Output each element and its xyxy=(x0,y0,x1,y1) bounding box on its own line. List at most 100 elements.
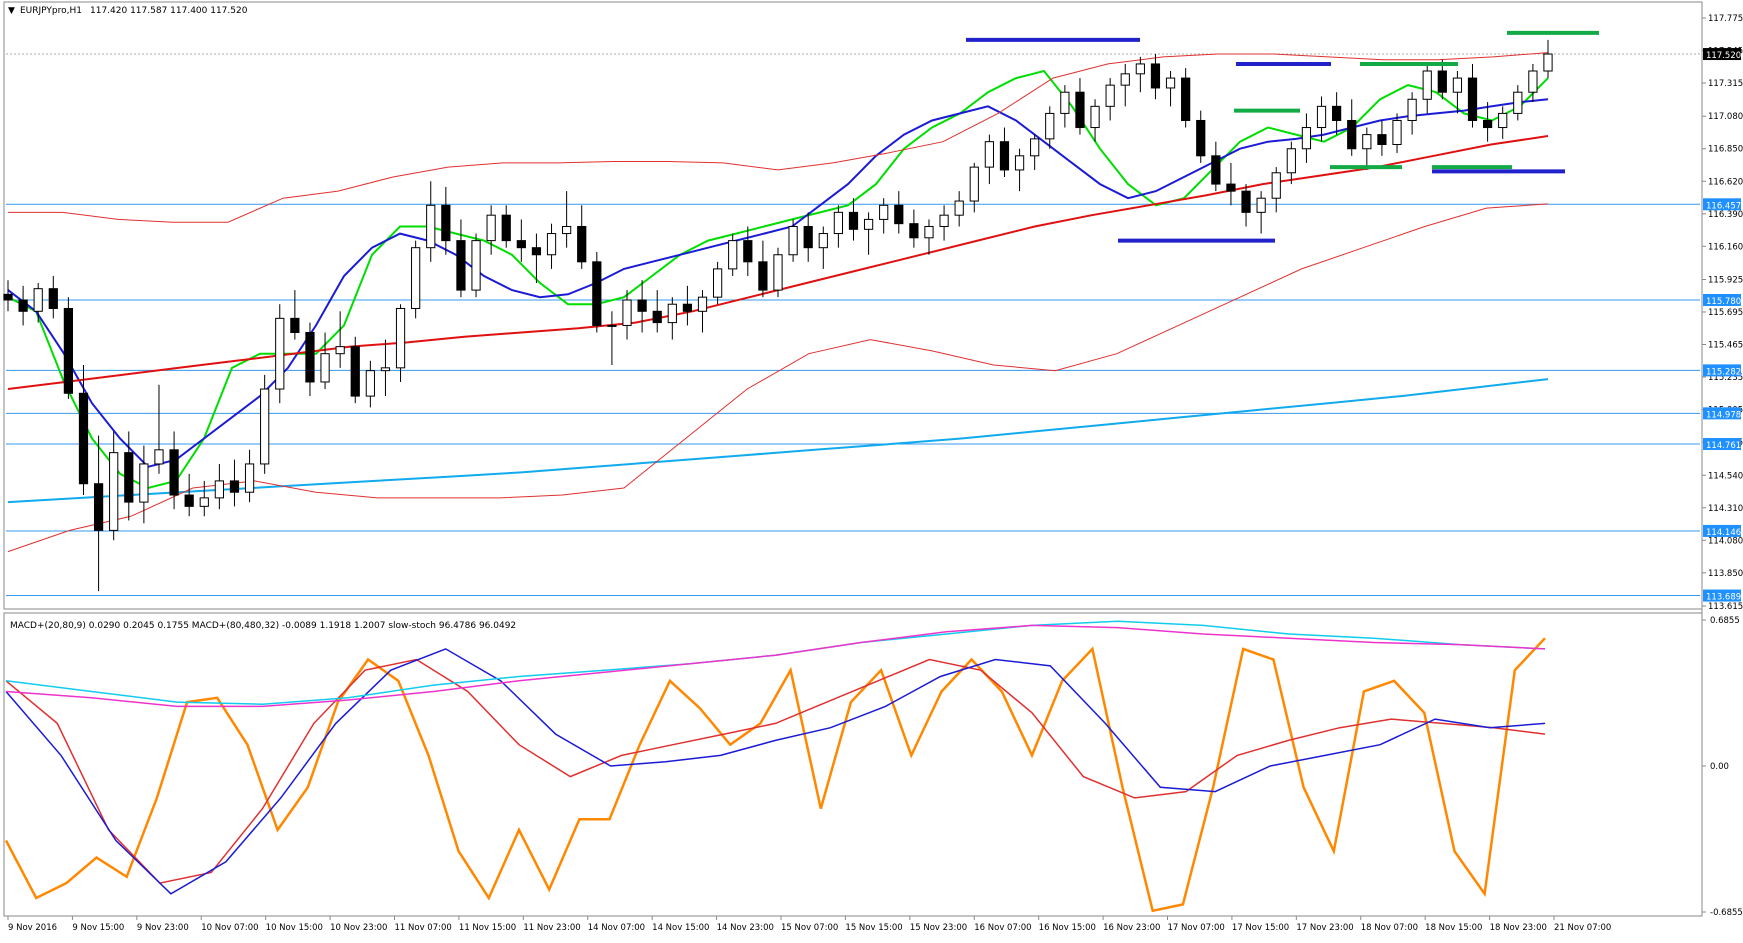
candle-body xyxy=(863,218,874,230)
candle-body xyxy=(1045,112,1055,140)
candle-body xyxy=(848,211,859,230)
level-tag-background xyxy=(1703,589,1741,602)
time-tick-label: 15 Nov 07:00 xyxy=(781,923,838,933)
time-tick-label: 9 Nov 23:00 xyxy=(137,923,189,933)
candle-body xyxy=(1120,73,1130,86)
candle-body xyxy=(33,288,43,312)
indicator-tick-label: -0.6855 xyxy=(1710,908,1743,918)
level-tag-background xyxy=(1703,438,1741,451)
candle-body xyxy=(652,310,662,324)
candle-body xyxy=(546,233,557,256)
candle-body xyxy=(607,324,617,327)
candle-body xyxy=(728,240,738,270)
candle-body xyxy=(1498,112,1508,129)
candle-body xyxy=(1150,63,1161,89)
level-tag-background xyxy=(1703,407,1741,420)
candle-body xyxy=(1543,53,1553,72)
candle-body xyxy=(229,480,240,493)
candle-body xyxy=(109,452,119,531)
symbol-menu-icon[interactable]: ▼ xyxy=(8,6,15,16)
candle-body xyxy=(1165,77,1176,89)
time-tick-label: 9 Nov 2016 xyxy=(8,923,57,933)
level-tag-background xyxy=(1703,198,1741,211)
ema-longterm-cyan-line xyxy=(7,378,1549,504)
price-tick-label: 117.315 xyxy=(1708,79,1743,89)
candle-body xyxy=(3,293,13,301)
level-tag-label: 114.761 xyxy=(1706,441,1741,451)
price-tick-label: 117.080 xyxy=(1708,112,1743,122)
candle-body xyxy=(184,494,194,507)
candle-body xyxy=(260,388,270,465)
candle-body xyxy=(1286,148,1296,174)
indicator-panel-frame xyxy=(3,612,1703,917)
level-tag-label: 114.146 xyxy=(1706,528,1741,538)
candle-body xyxy=(562,225,572,235)
candle-body xyxy=(577,225,587,263)
candle-body xyxy=(48,288,58,309)
candle-body xyxy=(531,247,542,256)
candle-body xyxy=(939,214,949,227)
indicator-title: MACD+(20,80,9) 0.0290 0.2045 0.1755 MACD… xyxy=(10,621,516,631)
candle-body xyxy=(305,331,315,383)
time-tick-label: 9 Nov 15:00 xyxy=(72,923,124,933)
candle-body xyxy=(78,392,89,485)
price-tick-label: 116.160 xyxy=(1708,242,1743,252)
candle-body xyxy=(199,497,209,507)
level-tag-background xyxy=(1703,524,1741,537)
candle-body xyxy=(712,268,723,298)
indicator-series xyxy=(4,620,1546,913)
candle-body xyxy=(803,225,813,249)
candle-body xyxy=(124,452,134,503)
candle-body xyxy=(984,141,994,168)
envelope-lower-line xyxy=(7,203,1549,553)
candle-body xyxy=(411,247,421,309)
price-tick-label: 114.310 xyxy=(1708,504,1743,514)
candle-body xyxy=(1332,105,1342,121)
candle-body xyxy=(1362,134,1372,150)
time-tick-label: 10 Nov 15:00 xyxy=(266,923,323,933)
candle-body xyxy=(290,317,300,333)
candle-body xyxy=(758,261,768,291)
candle-body xyxy=(1271,172,1281,199)
indicator-series-line xyxy=(4,637,1546,913)
candle-body xyxy=(1437,70,1447,93)
candle-body xyxy=(1256,197,1266,213)
candle-body xyxy=(139,463,149,503)
candle-body xyxy=(1135,63,1145,75)
candle-body xyxy=(426,204,436,249)
time-tick-label: 18 Nov 23:00 xyxy=(1490,923,1547,933)
candle-body xyxy=(969,166,979,202)
candle-body xyxy=(1301,127,1312,150)
candle-body xyxy=(350,346,360,397)
time-tick-label: 15 Nov 23:00 xyxy=(910,923,967,933)
time-tick-label: 18 Nov 15:00 xyxy=(1425,923,1482,933)
candle-body xyxy=(1467,77,1478,121)
time-tick-label: 16 Nov 07:00 xyxy=(974,923,1031,933)
ema-fast-green-line xyxy=(7,69,1549,490)
candle-body xyxy=(1377,134,1387,146)
candle-body xyxy=(1181,77,1191,121)
price-tick-label: 115.465 xyxy=(1708,341,1743,351)
candle-body xyxy=(1090,105,1100,129)
level-tags: 116.457 115.780 115.282 114.978 114.761 114.1… xyxy=(1703,48,1741,603)
overlay-lines xyxy=(7,52,1549,553)
candle-body xyxy=(169,449,179,496)
candle-body xyxy=(833,211,844,235)
candle-body xyxy=(1226,183,1236,192)
candle-body xyxy=(214,480,224,499)
level-tag-label: 113.689 xyxy=(1706,593,1741,603)
candle-body xyxy=(516,240,526,249)
candle-body xyxy=(773,254,783,291)
level-tag-label: 115.780 xyxy=(1706,297,1741,307)
indicator-series-line xyxy=(5,624,1546,708)
symbol-label: EURJPYpro,H1 xyxy=(20,6,82,16)
time-tick-label: 14 Nov 15:00 xyxy=(652,923,709,933)
candle-body xyxy=(441,204,451,242)
candle-body xyxy=(999,141,1010,171)
candle-body xyxy=(154,449,164,465)
time-tick-label: 17 Nov 15:00 xyxy=(1232,923,1289,933)
time-tick-label: 11 Nov 23:00 xyxy=(523,923,580,933)
price-panel-frame xyxy=(3,1,1703,610)
